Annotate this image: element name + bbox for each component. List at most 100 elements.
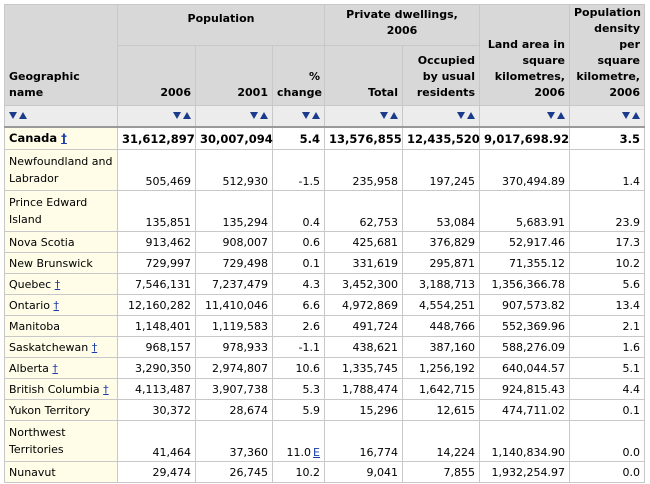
cell-area: 907,573.82 xyxy=(479,294,570,316)
footnote-link[interactable]: † xyxy=(103,382,109,396)
value-occupied: 4,554,251 xyxy=(419,298,475,312)
footnote-link[interactable]: † xyxy=(54,277,61,291)
value-change: 11.0 xyxy=(286,446,312,459)
value-change: 10.6 xyxy=(295,361,321,375)
sort-descending-icon[interactable] xyxy=(456,110,466,120)
header-population-2001: 2001 xyxy=(195,45,273,106)
sort-cell-population-2006 xyxy=(117,105,196,128)
value-pop2006: 7,546,131 xyxy=(135,277,191,291)
table-row: Quebec † 7,546,131 7,237,479 4.3 3,452,300 3,… xyxy=(4,273,645,295)
cell-area: 52,917.46 xyxy=(479,231,570,253)
value-change: 10.2 xyxy=(295,465,321,479)
sort-descending-icon[interactable] xyxy=(249,110,259,120)
geographic-name: Ontario xyxy=(9,298,50,312)
cell-occupied: 197,245 xyxy=(402,149,480,191)
geographic-name: New Brunswick xyxy=(9,256,93,270)
sort-ascending-icon[interactable] xyxy=(311,110,321,120)
cell-total: 13,576,855 xyxy=(324,126,403,150)
sort-ascending-icon[interactable] xyxy=(556,110,566,120)
cell-change: 4.3 xyxy=(272,273,325,295)
cell-density: 0.0 xyxy=(569,461,645,483)
value-occupied: 1,256,192 xyxy=(419,361,475,375)
sort-descending-icon[interactable] xyxy=(546,110,556,120)
cell-pop2006: 505,469 xyxy=(117,149,196,191)
value-pop2001: 37,360 xyxy=(229,446,269,459)
value-total: 16,774 xyxy=(359,446,399,459)
cell-occupied: 448,766 xyxy=(402,315,480,337)
value-occupied: 376,829 xyxy=(429,235,476,249)
sort-descending-icon[interactable] xyxy=(172,110,182,120)
cell-change: 6.6 xyxy=(272,294,325,316)
header-private-dwellings-group: Private dwellings, 2006 xyxy=(324,3,480,47)
value-change: 6.6 xyxy=(302,298,321,312)
cell-change: -1.1 xyxy=(272,336,325,358)
cell-pop2001: 978,933 xyxy=(195,336,273,358)
cell-change: 10.6 xyxy=(272,357,325,379)
footnote-link[interactable]: † xyxy=(61,131,67,145)
value-pop2006: 12,160,282 xyxy=(128,298,191,312)
value-occupied: 387,160 xyxy=(429,340,476,354)
geographic-name-cell: Prince Edward Island xyxy=(4,190,118,232)
cell-occupied: 12,615 xyxy=(402,399,480,421)
value-pop2001: 2,974,807 xyxy=(212,361,268,375)
value-total: 1,788,474 xyxy=(342,382,398,396)
value-change: -1.5 xyxy=(298,175,320,188)
sort-ascending-icon[interactable] xyxy=(389,110,399,120)
geographic-name: Quebec xyxy=(9,277,52,291)
sort-descending-icon[interactable] xyxy=(8,110,18,120)
value-pop2001: 978,933 xyxy=(222,340,269,354)
value-occupied: 197,245 xyxy=(429,175,476,188)
value-total: 13,576,855 xyxy=(329,131,402,146)
cell-density: 0.0 xyxy=(569,420,645,462)
cell-pop2006: 968,157 xyxy=(117,336,196,358)
sort-descending-icon[interactable] xyxy=(621,110,631,120)
value-occupied: 14,224 xyxy=(436,446,476,459)
value-total: 9,041 xyxy=(366,465,399,479)
cell-total: 16,774 xyxy=(324,420,403,462)
sort-ascending-icon[interactable] xyxy=(18,110,28,120)
cell-pop2001: 135,294 xyxy=(195,190,273,232)
cell-total: 331,619 xyxy=(324,252,403,274)
cell-total: 4,972,869 xyxy=(324,294,403,316)
estimate-flag-link[interactable]: E xyxy=(313,446,320,459)
value-change: 0.4 xyxy=(302,216,321,229)
footnote-link[interactable]: † xyxy=(53,298,60,312)
cell-pop2001: 908,007 xyxy=(195,231,273,253)
sort-descending-icon[interactable] xyxy=(379,110,389,120)
table-row: Northwest Territories 41,464 37,360 11.0 E 16… xyxy=(4,420,645,462)
table-row: Nova Scotia 913,462 908,007 0.6 425,681 376,8… xyxy=(4,231,645,253)
value-area: 52,917.46 xyxy=(509,235,565,249)
cell-pop2001: 28,674 xyxy=(195,399,273,421)
sort-descending-icon[interactable] xyxy=(301,110,311,120)
cell-change: 2.6 xyxy=(272,315,325,337)
cell-change: 0.1 xyxy=(272,252,325,274)
value-density: 0.0 xyxy=(622,446,641,459)
value-pop2006: 41,464 xyxy=(152,446,192,459)
value-pop2001: 729,498 xyxy=(222,256,269,270)
sort-ascending-icon[interactable] xyxy=(182,110,192,120)
sort-ascending-icon[interactable] xyxy=(631,110,641,120)
value-area: 924,815.43 xyxy=(502,382,565,396)
value-total: 235,958 xyxy=(352,175,399,188)
sort-ascending-icon[interactable] xyxy=(466,110,476,120)
geographic-name-cell: Quebec † xyxy=(4,273,118,295)
value-pop2006: 505,469 xyxy=(145,175,192,188)
cell-density: 0.1 xyxy=(569,399,645,421)
value-change: 0.6 xyxy=(302,235,321,249)
geographic-name-cell: Saskatchewan † xyxy=(4,336,118,358)
cell-change: 11.0 E xyxy=(272,420,325,462)
value-area: 588,276.09 xyxy=(502,340,565,354)
table-row: Prince Edward Island 135,851 135,294 0.4 62,… xyxy=(4,190,645,232)
value-density: 2.1 xyxy=(622,319,641,333)
header-geographic-name: Geographic name xyxy=(4,4,118,106)
footnote-link[interactable]: † xyxy=(91,340,98,354)
cell-area: 1,140,834.90 xyxy=(479,420,570,462)
sort-ascending-icon[interactable] xyxy=(259,110,269,120)
cell-area: 1,932,254.97 xyxy=(479,461,570,483)
cell-pop2001: 3,907,738 xyxy=(195,378,273,400)
cell-change: 10.2 xyxy=(272,461,325,483)
value-pop2006: 729,997 xyxy=(145,256,192,270)
cell-area: 552,369.96 xyxy=(479,315,570,337)
footnote-link[interactable]: † xyxy=(52,361,58,375)
header-dwellings-occupied: Occupied by usual residents xyxy=(402,45,480,106)
